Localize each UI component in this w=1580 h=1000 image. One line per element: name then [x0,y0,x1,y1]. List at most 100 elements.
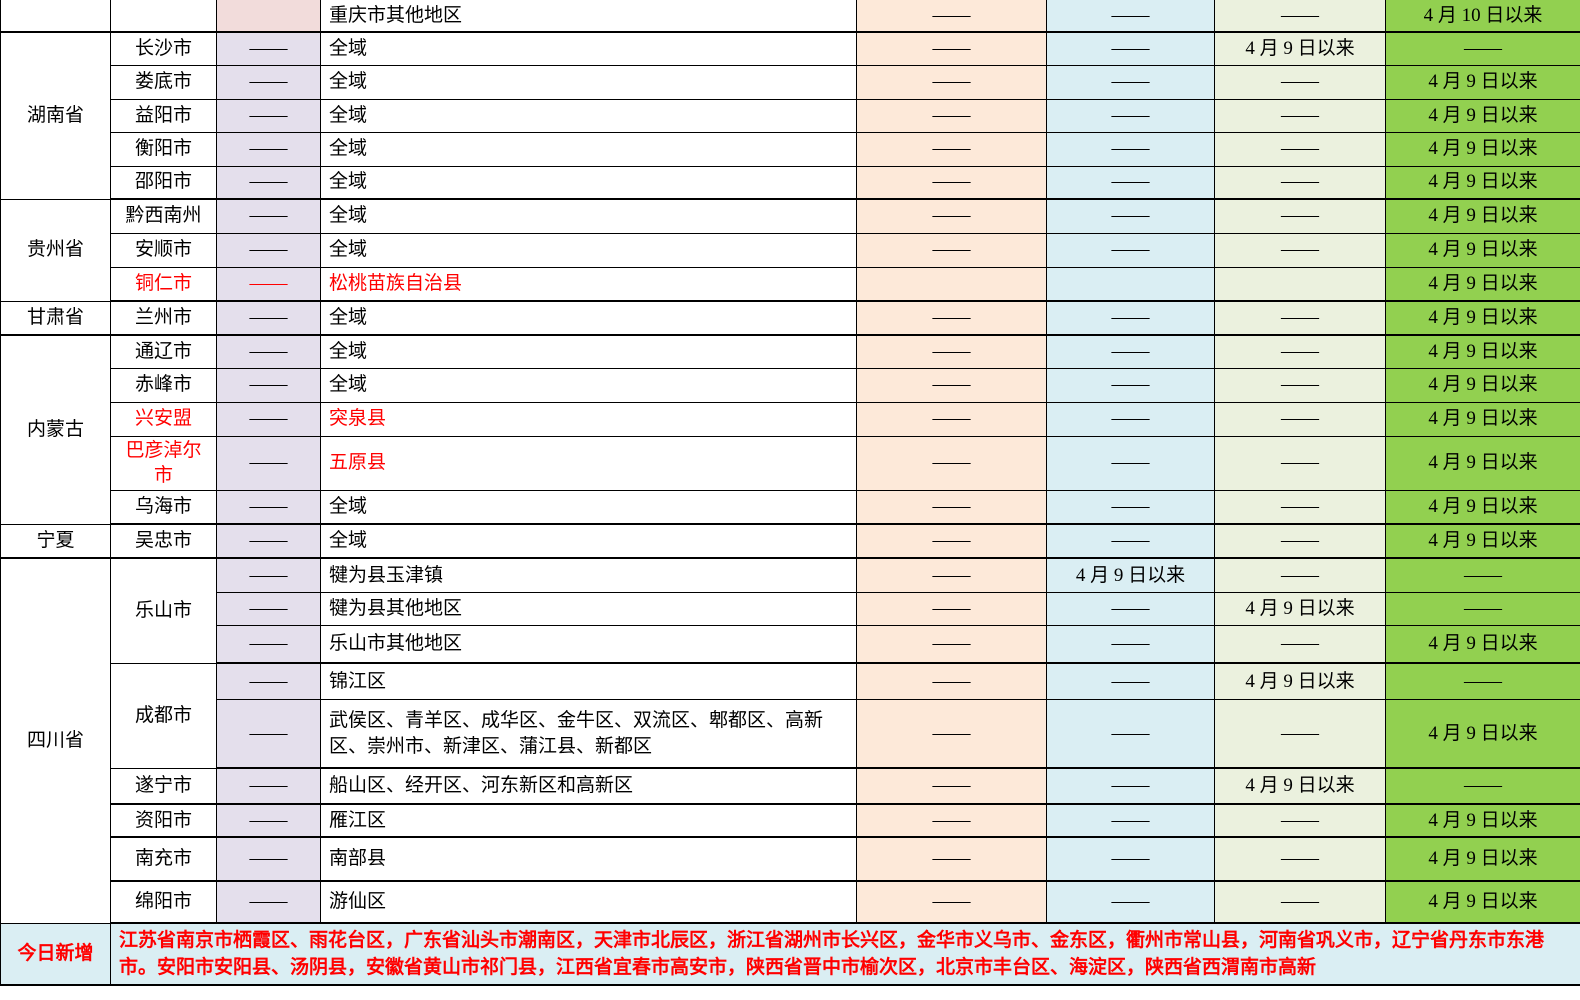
table-row: 巴彦淖尔市 —— 五原县 —— —— —— 4 月 9 日以来 [1,435,1580,491]
policy-cell-2: —— [1046,198,1215,234]
dash-cell: —— [216,232,321,268]
table-row: —— 武侯区、青羊区、成华区、金牛区、双流区、郫都区、高新区、崇州市、新津区、蒲江… [1,698,1580,770]
dash-cell: —— [216,523,321,560]
table-row: 重庆市其他地区 —— —— —— 4 月 10 日以来 [0,0,1580,33]
region-cell: 锦江区 [320,662,857,700]
dash-cell: —— [216,64,321,100]
policy-cell-1: —— [856,767,1047,806]
table-row: 成都市 —— 锦江区 —— —— 4 月 9 日以来 —— [1,662,1580,769]
city-cell: 成都市 [110,662,217,769]
policy-cell-1: —— [856,98,1047,133]
region-cell: 全域 [320,523,857,560]
policy-cell-2: —— [1046,836,1215,883]
table-row: 南充市 —— 南部县 —— —— —— 4 月 9 日以来 [1,836,1580,883]
policy-cell-1: —— [856,401,1047,437]
policy-cell-4: 4 月 9 日以来 [1385,435,1580,491]
province-cell: 内蒙古 [0,334,111,525]
policy-cell-4: 4 月 9 日以来 [1385,334,1580,369]
policy-cell-4: 4 月 9 日以来 [1385,131,1580,167]
table-row: 兴安盟 —— 突泉县 —— —— —— 4 月 9 日以来 [1,401,1580,437]
province-cell: 四川省 [0,557,111,924]
city-cell: 兰州市 [110,300,217,336]
province-cell [0,0,111,33]
region-cell: 乐山市其他地区 [320,624,857,665]
dash-cell: —— [216,767,321,806]
dash-cell: —— [216,165,321,200]
policy-cell-2: —— [1046,767,1215,806]
policy-cell-3 [1214,266,1386,302]
policy-cell-3: —— [1214,880,1386,925]
dash-cell [216,0,321,33]
region-cell: 全域 [320,165,857,200]
policy-cell-3: —— [1214,131,1386,167]
policy-cell-3: —— [1214,0,1386,33]
policy-cell-1: —— [856,131,1047,167]
policy-cell-2 [1046,266,1215,302]
region-cell: 突泉县 [320,401,857,437]
region-cell: 南部县 [320,836,857,883]
policy-cell-1: —— [856,334,1047,369]
daily-new-row: 今日新增 江苏省南京市栖霞区、雨花台区，广东省汕头市潮南区，天津市北辰区，浙江省湖… [0,922,1580,987]
region-cell: 全域 [320,232,857,268]
dash-cell: —— [216,334,321,369]
table-row: 宁夏 吴忠市 —— 全域 —— —— —— 4 月 9 日以来 [0,523,1580,560]
policy-cell-2: —— [1046,489,1215,526]
policy-cell-2: —— [1046,334,1215,369]
policy-cell-3: —— [1214,624,1386,665]
dash-cell: —— [216,836,321,883]
policy-cell-1: —— [856,803,1047,839]
policy-cell-3: 4 月 9 日以来 [1214,767,1386,806]
policy-cell-2: —— [1046,300,1215,336]
city-cell: 遂宁市 [110,767,217,806]
policy-cell-1: —— [856,31,1047,66]
policy-cell-1: —— [856,300,1047,336]
dash-cell: —— [216,624,321,665]
policy-cell-2: —— [1046,0,1215,33]
dash-cell: —— [216,300,321,336]
policy-cell-2: —— [1046,98,1215,133]
daily-new-text: 江苏省南京市栖霞区、雨花台区，广东省汕头市潮南区，天津市北辰区，浙江省湖州市长兴… [110,922,1580,987]
policy-cell-4: —— [1385,767,1580,806]
table-row: 遂宁市 —— 船山区、经开区、河东新区和高新区 —— —— 4 月 9 日以来 —— [1,767,1580,806]
policy-cell-3: —— [1214,557,1386,593]
city-cell: 通辽市 [110,334,217,369]
policy-cell-2: —— [1046,624,1215,665]
policy-cell-1: —— [856,198,1047,234]
policy-cell-3: —— [1214,64,1386,100]
policy-cell-3: —— [1214,198,1386,234]
policy-cell-4: 4 月 9 日以来 [1385,401,1580,437]
policy-cell-3: —— [1214,98,1386,133]
city-cell: 衡阳市 [110,131,217,167]
policy-cell-3: —— [1214,836,1386,883]
table-row: 四川省 乐山市 —— 犍为县玉津镇 —— 4 月 9 日以来 —— —— [0,557,1580,924]
policy-cell-4: —— [1385,591,1580,626]
province-cell: 湖南省 [0,31,111,200]
city-cell: 赤峰市 [110,367,217,403]
policy-cell-1: —— [856,836,1047,883]
policy-cell-2: —— [1046,131,1215,167]
city-cell: 巴彦淖尔市 [110,435,217,491]
region-cell: 全域 [320,64,857,100]
table-row: 益阳市 —— 全域 —— —— —— 4 月 9 日以来 [1,98,1580,133]
table-row: 甘肃省 兰州市 —— 全域 —— —— —— 4 月 9 日以来 [0,300,1580,336]
policy-cell-1: —— [856,0,1047,33]
region-cell: 全域 [320,367,857,403]
dash-cell: —— [216,401,321,437]
city-cell: 吴忠市 [110,523,217,560]
region-cell: 全域 [320,334,857,369]
region-cell: 全域 [320,300,857,336]
table-row: 湖南省 长沙市 —— 全域 —— —— 4 月 9 日以来 —— [0,31,1580,200]
dash-cell: —— [216,557,321,593]
policy-cell-4: 4 月 9 日以来 [1385,880,1580,925]
city-cell: 铜仁市 [110,266,217,302]
region-cell: 武侯区、青羊区、成华区、金牛区、双流区、郫都区、高新区、崇州市、新津区、蒲江县、… [320,698,857,770]
city-cell: 黔西南州 [110,198,217,234]
policy-cell-2: —— [1046,662,1215,700]
table-row: 内蒙古 通辽市 —— 全域 —— —— —— 4 月 9 日以来 [0,334,1580,525]
city-cell: 长沙市 [110,31,217,66]
policy-cell-4: —— [1385,31,1580,66]
policy-cell-3: —— [1214,232,1386,268]
policy-cell-2: —— [1046,698,1215,770]
region-cell: 犍为县玉津镇 [320,557,857,593]
region-cell: 全域 [320,198,857,234]
